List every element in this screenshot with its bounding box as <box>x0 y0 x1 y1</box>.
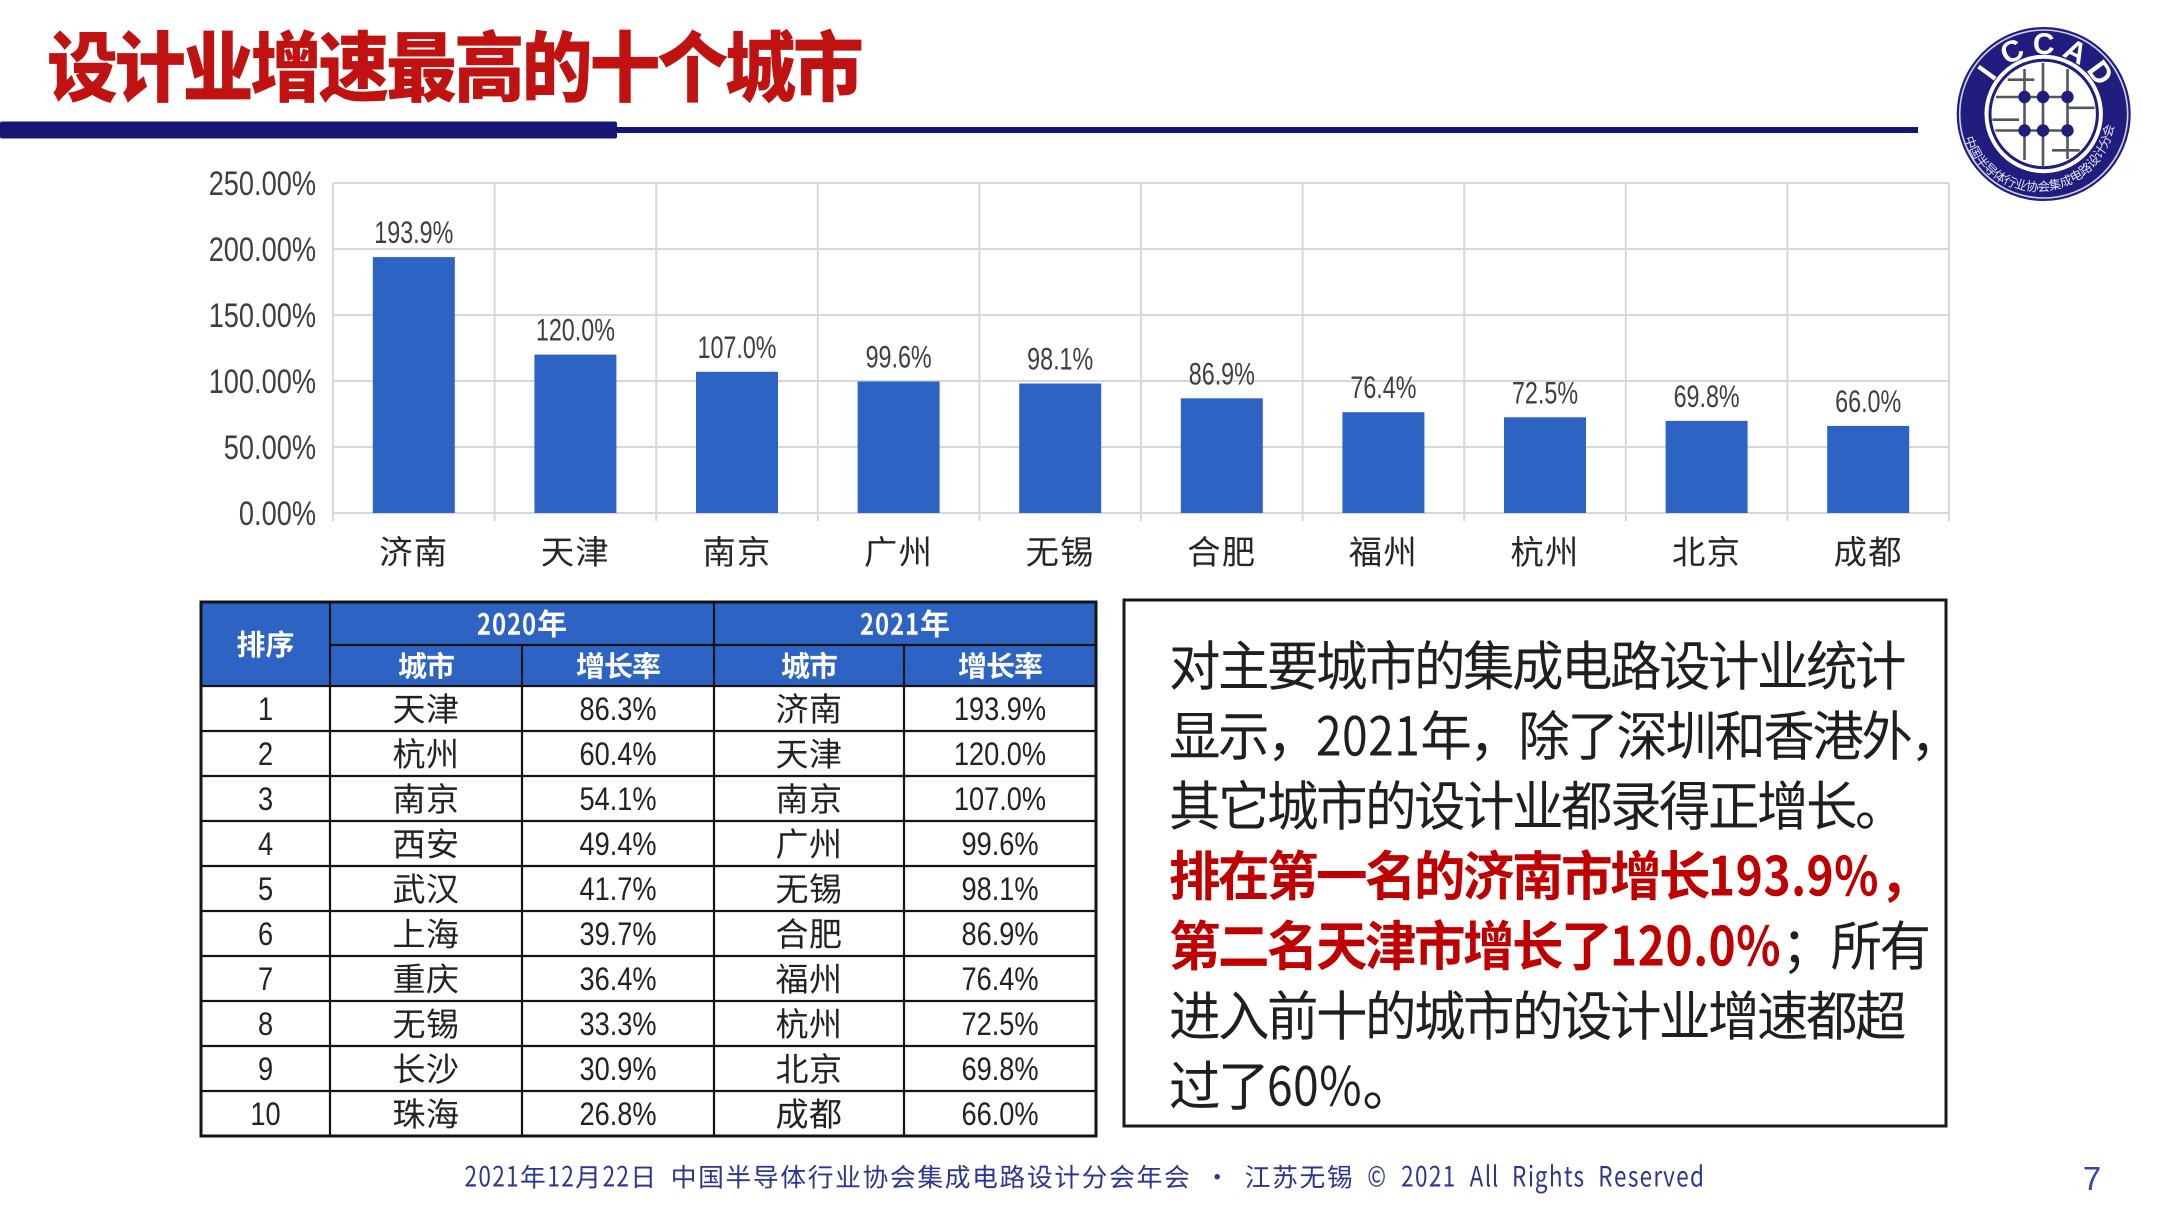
svg-text:39.7%: 39.7% <box>579 917 656 953</box>
svg-text:8: 8 <box>258 1007 273 1043</box>
svg-text:4: 4 <box>258 827 273 863</box>
svg-text:60.4%: 60.4% <box>579 737 656 773</box>
svg-text:76.4%: 76.4% <box>1350 370 1416 405</box>
svg-text:100.00%: 100.00% <box>209 362 316 401</box>
svg-text:69.8%: 69.8% <box>1674 378 1740 413</box>
svg-text:7: 7 <box>2083 1160 2101 1197</box>
svg-text:107.0%: 107.0% <box>954 782 1046 818</box>
svg-text:193.9%: 193.9% <box>954 692 1046 728</box>
svg-text:120.0%: 120.0% <box>954 737 1046 773</box>
svg-text:66.0%: 66.0% <box>1835 383 1901 418</box>
svg-text:54.1%: 54.1% <box>579 782 656 818</box>
svg-text:5: 5 <box>258 872 273 908</box>
svg-text:107.0%: 107.0% <box>698 329 777 364</box>
svg-text:86.9%: 86.9% <box>961 917 1038 953</box>
svg-text:86.9%: 86.9% <box>1189 356 1255 391</box>
svg-text:193.9%: 193.9% <box>374 215 453 250</box>
svg-text:7: 7 <box>258 962 273 998</box>
svg-text:3: 3 <box>258 782 273 818</box>
svg-text:66.0%: 66.0% <box>961 1097 1038 1133</box>
svg-text:6: 6 <box>258 917 273 953</box>
svg-text:49.4%: 49.4% <box>579 827 656 863</box>
svg-text:98.1%: 98.1% <box>961 872 1038 908</box>
svg-text:200.00%: 200.00% <box>209 230 316 269</box>
svg-text:33.3%: 33.3% <box>579 1007 656 1043</box>
svg-text:72.5%: 72.5% <box>961 1007 1038 1043</box>
svg-text:120.0%: 120.0% <box>536 312 615 347</box>
svg-text:9: 9 <box>258 1052 273 1088</box>
svg-text:50.00%: 50.00% <box>224 428 316 467</box>
svg-text:150.00%: 150.00% <box>209 296 316 335</box>
svg-text:72.5%: 72.5% <box>1512 375 1578 410</box>
svg-text:86.3%: 86.3% <box>579 692 656 728</box>
svg-text:2: 2 <box>258 737 273 773</box>
svg-text:41.7%: 41.7% <box>579 872 656 908</box>
svg-text:10: 10 <box>250 1097 280 1133</box>
svg-text:26.8%: 26.8% <box>579 1097 656 1133</box>
svg-text:0.00%: 0.00% <box>239 494 316 533</box>
svg-text:69.8%: 69.8% <box>961 1052 1038 1088</box>
svg-text:99.6%: 99.6% <box>961 827 1038 863</box>
svg-text:99.6%: 99.6% <box>866 339 932 374</box>
svg-text:36.4%: 36.4% <box>579 962 656 998</box>
svg-text:30.9%: 30.9% <box>579 1052 656 1088</box>
svg-text:98.1%: 98.1% <box>1027 341 1093 376</box>
svg-text:76.4%: 76.4% <box>961 962 1038 998</box>
svg-text:1: 1 <box>258 692 273 728</box>
svg-text:250.00%: 250.00% <box>209 164 316 203</box>
